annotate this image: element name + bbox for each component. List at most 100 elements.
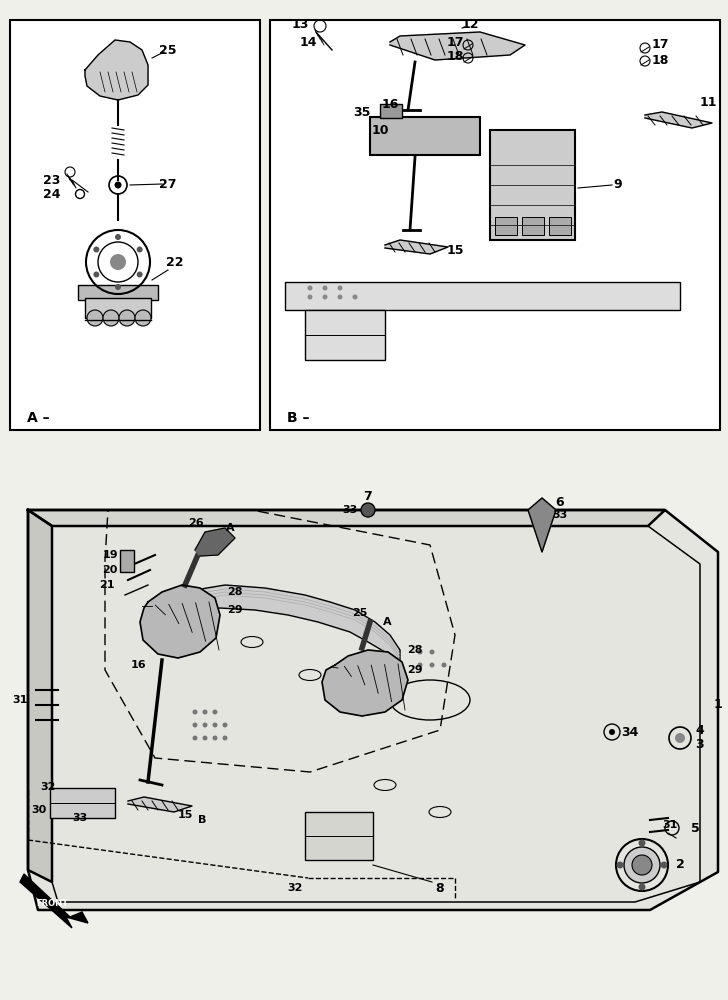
Circle shape xyxy=(137,246,143,252)
Text: B: B xyxy=(198,815,206,825)
Text: 25: 25 xyxy=(352,608,368,618)
Bar xyxy=(490,130,575,240)
Text: 28: 28 xyxy=(407,645,423,655)
Text: 25: 25 xyxy=(159,43,177,56)
Bar xyxy=(120,550,134,572)
Text: 19: 19 xyxy=(102,550,118,560)
Text: 10: 10 xyxy=(372,123,389,136)
Text: B –: B – xyxy=(287,411,309,425)
Polygon shape xyxy=(140,585,220,658)
Polygon shape xyxy=(528,498,556,552)
Text: 31: 31 xyxy=(662,820,678,830)
Text: 24: 24 xyxy=(43,188,60,202)
Text: 34: 34 xyxy=(621,726,638,738)
Circle shape xyxy=(87,310,103,326)
Text: A: A xyxy=(383,617,392,627)
Circle shape xyxy=(93,246,99,252)
Bar xyxy=(285,282,680,310)
Circle shape xyxy=(323,294,328,300)
Bar xyxy=(495,217,517,235)
Text: 23: 23 xyxy=(43,174,60,186)
Text: 6: 6 xyxy=(555,495,564,508)
Text: 15: 15 xyxy=(178,810,193,820)
Circle shape xyxy=(213,722,218,728)
Circle shape xyxy=(338,286,342,290)
Text: 5: 5 xyxy=(691,822,700,834)
Polygon shape xyxy=(28,510,52,882)
Text: FRONT: FRONT xyxy=(36,900,68,908)
Circle shape xyxy=(338,294,342,300)
Text: 33: 33 xyxy=(72,813,87,823)
Text: 1: 1 xyxy=(713,698,722,712)
Text: 32: 32 xyxy=(40,782,55,792)
Circle shape xyxy=(430,662,435,668)
Text: 3: 3 xyxy=(696,738,704,752)
Circle shape xyxy=(361,503,375,517)
Circle shape xyxy=(135,310,151,326)
Text: 17: 17 xyxy=(446,35,464,48)
Text: 14: 14 xyxy=(299,35,317,48)
Text: 17: 17 xyxy=(652,38,669,51)
Circle shape xyxy=(192,722,197,728)
Polygon shape xyxy=(85,40,148,100)
Circle shape xyxy=(617,861,623,868)
Polygon shape xyxy=(20,874,88,928)
Circle shape xyxy=(441,662,446,668)
Bar xyxy=(50,788,115,818)
Bar xyxy=(10,20,260,430)
Circle shape xyxy=(115,284,121,290)
Circle shape xyxy=(110,254,126,270)
Text: 11: 11 xyxy=(700,96,717,108)
Text: 33: 33 xyxy=(342,505,357,515)
Polygon shape xyxy=(28,510,665,526)
Text: 18: 18 xyxy=(652,53,669,66)
Circle shape xyxy=(307,286,312,290)
Circle shape xyxy=(114,182,122,188)
Text: 27: 27 xyxy=(159,178,177,192)
Text: 8: 8 xyxy=(435,882,444,894)
Circle shape xyxy=(115,234,121,240)
Circle shape xyxy=(192,736,197,740)
Text: 16: 16 xyxy=(130,660,146,670)
Polygon shape xyxy=(165,585,400,665)
Polygon shape xyxy=(645,112,712,128)
Circle shape xyxy=(223,736,227,740)
Circle shape xyxy=(103,310,119,326)
Circle shape xyxy=(430,650,435,654)
Text: A: A xyxy=(226,523,234,533)
Circle shape xyxy=(192,710,197,714)
Text: 33: 33 xyxy=(553,510,568,520)
Circle shape xyxy=(202,736,207,740)
Circle shape xyxy=(609,729,615,735)
Bar xyxy=(380,104,402,118)
Text: A –: A – xyxy=(27,411,50,425)
Bar xyxy=(522,217,544,235)
Polygon shape xyxy=(322,650,408,716)
Circle shape xyxy=(202,722,207,728)
Circle shape xyxy=(632,855,652,875)
Text: 15: 15 xyxy=(446,243,464,256)
Bar xyxy=(78,285,158,300)
Text: 30: 30 xyxy=(32,805,47,815)
Text: 28: 28 xyxy=(227,587,242,597)
Bar xyxy=(370,117,480,155)
Circle shape xyxy=(213,710,218,714)
Bar xyxy=(270,20,720,430)
Circle shape xyxy=(137,271,143,277)
Text: 31: 31 xyxy=(12,695,28,705)
Circle shape xyxy=(352,294,357,300)
Circle shape xyxy=(638,884,646,890)
Circle shape xyxy=(202,710,207,714)
Bar xyxy=(305,310,385,360)
Circle shape xyxy=(323,286,328,290)
Text: 29: 29 xyxy=(227,605,243,615)
Circle shape xyxy=(660,861,668,868)
Circle shape xyxy=(213,736,218,740)
Polygon shape xyxy=(390,32,525,60)
Text: 16: 16 xyxy=(381,99,399,111)
Text: 12: 12 xyxy=(462,18,479,31)
Text: 26: 26 xyxy=(188,518,204,528)
Circle shape xyxy=(638,840,646,846)
Circle shape xyxy=(675,733,685,743)
Text: 29: 29 xyxy=(407,665,423,675)
